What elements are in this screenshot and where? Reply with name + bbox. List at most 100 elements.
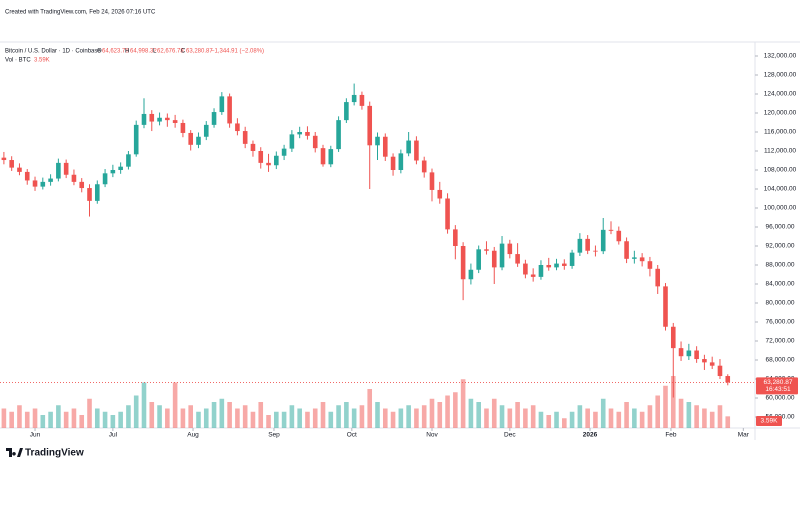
volume-bar — [468, 398, 474, 428]
candle-body — [94, 184, 100, 201]
y-tick-label: 120,000.00 — [764, 110, 797, 117]
candle-body — [227, 96, 232, 124]
volume-bar — [110, 415, 116, 428]
candle-body — [118, 166, 123, 170]
volume-bar — [149, 402, 155, 428]
volume-bar — [172, 382, 178, 428]
volume-bar — [624, 402, 629, 428]
low-label: L — [153, 49, 157, 55]
volume-bar — [491, 398, 497, 428]
volume-bar — [639, 411, 645, 428]
volume-bar — [227, 402, 232, 428]
volume-bar — [118, 411, 123, 428]
volume-bar — [538, 411, 544, 428]
volume-bar — [414, 408, 419, 428]
volume-bar — [266, 415, 271, 428]
volume-bar — [351, 408, 357, 428]
candle-body — [48, 178, 53, 182]
volume-bar — [56, 405, 61, 428]
volume-bar — [725, 416, 731, 428]
candle-body — [188, 132, 193, 145]
volume-bar — [390, 411, 396, 428]
volume-bar — [79, 415, 85, 428]
y-tick-label: 80,000.00 — [766, 300, 795, 307]
volume-bar — [600, 398, 606, 428]
brand-name: TradingView — [25, 448, 84, 459]
candle-body — [149, 113, 155, 122]
volume-bar — [577, 405, 583, 428]
volume-value-label: 3.59K — [761, 418, 779, 425]
volume-bar — [476, 402, 481, 428]
volume-bar — [336, 405, 341, 428]
candle-body — [507, 243, 513, 255]
candle-body — [141, 113, 147, 125]
y-tick-label: 112,000.00 — [764, 148, 796, 155]
volume-bar — [32, 408, 38, 428]
candle-body — [250, 143, 256, 151]
volume-value: 3.59K — [34, 58, 50, 64]
y-tick-label: 124,000.00 — [764, 91, 797, 98]
volume-bar — [289, 405, 295, 428]
candle-body — [670, 326, 676, 349]
candle-body — [375, 136, 380, 146]
candle-body — [17, 167, 22, 172]
y-tick-label: 84,000.00 — [766, 281, 795, 288]
volume-name: Vol · BTC — [5, 58, 31, 64]
candle-body — [717, 365, 723, 377]
open-label: O — [97, 49, 102, 55]
candle-body — [562, 263, 567, 266]
candle-body — [56, 162, 61, 179]
y-tick-label: 104,000.00 — [764, 186, 797, 193]
high: 64,998.32 — [130, 49, 157, 55]
legend: Bitcoin / U.S. Dollar · 1D · Coinbase O … — [5, 49, 264, 64]
candle-body — [274, 155, 279, 166]
branding: TradingView — [6, 448, 84, 459]
volume-bar — [40, 415, 46, 428]
y-tick-label: 100,000.00 — [764, 205, 797, 212]
x-tick-label: Jun — [30, 432, 41, 439]
y-tick-label: 72,000.00 — [766, 338, 795, 345]
candle-body — [9, 160, 14, 168]
volume-bar — [484, 408, 489, 428]
candle-body — [320, 148, 326, 165]
symbol: Bitcoin / U.S. Dollar · 1D · Coinbase — [5, 49, 101, 55]
volume-bar — [702, 408, 707, 428]
logo-icon — [6, 448, 23, 457]
candle-body — [390, 156, 396, 170]
last-price-label: 63,280.87 — [764, 379, 793, 386]
volume-bar — [141, 382, 147, 428]
candle-body — [102, 173, 108, 185]
candle-body — [242, 131, 248, 144]
candle-body — [476, 249, 481, 270]
volume-bar — [429, 398, 435, 428]
volume-bar — [71, 408, 77, 428]
volume-bar — [663, 385, 668, 428]
volume-bar — [102, 411, 108, 428]
candle-body — [600, 229, 606, 252]
volume-bar — [562, 418, 567, 428]
candle-body — [694, 350, 699, 360]
volume-bar — [678, 398, 684, 428]
volume-bar — [593, 411, 598, 428]
change: −1,344.91 (−2.08%) — [211, 49, 264, 55]
volume-bar — [126, 405, 131, 428]
volume-bar — [523, 408, 528, 428]
volume-bar — [24, 411, 30, 428]
candle-body — [305, 132, 310, 136]
candle-body — [608, 229, 614, 231]
candle-body — [655, 268, 661, 287]
open: 64,623.78 — [102, 49, 129, 55]
candle-body — [398, 153, 404, 170]
x-tick-label: Dec — [504, 432, 516, 439]
volume-bar — [242, 405, 248, 428]
volume-bar — [157, 405, 162, 428]
volume-bar — [94, 408, 100, 428]
candle-body — [686, 350, 692, 357]
volume-bar — [48, 411, 53, 428]
x-tick-label: Nov — [426, 432, 438, 439]
candle-body — [79, 181, 85, 189]
volume-bar — [219, 398, 225, 428]
candle-body — [445, 198, 450, 230]
y-tick-label: 96,000.00 — [766, 224, 795, 231]
